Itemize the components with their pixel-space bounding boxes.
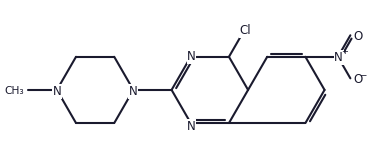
- Text: N: N: [334, 51, 343, 64]
- Text: +: +: [341, 47, 348, 56]
- Text: N: N: [187, 50, 196, 63]
- Text: N: N: [187, 120, 196, 133]
- Text: O: O: [353, 30, 363, 43]
- Text: Cl: Cl: [239, 24, 251, 37]
- Text: O: O: [353, 73, 363, 86]
- Text: N: N: [52, 85, 61, 98]
- Text: N: N: [129, 85, 138, 98]
- Text: −: −: [359, 70, 366, 79]
- Text: CH₃: CH₃: [5, 86, 24, 96]
